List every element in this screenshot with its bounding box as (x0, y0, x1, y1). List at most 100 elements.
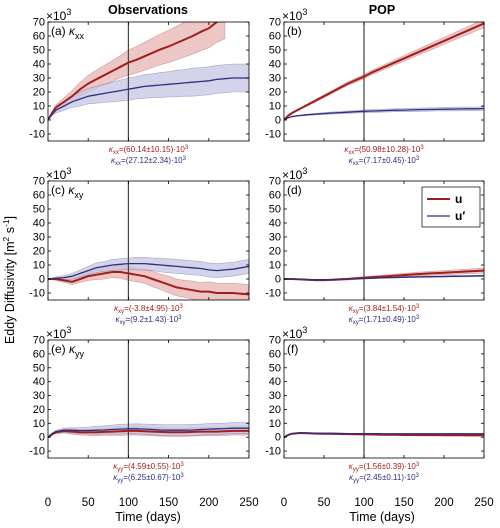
exponent-label: ×103 (46, 166, 71, 182)
annotation-red: κyy=(4.59±0.55)·103 (113, 462, 184, 473)
exponent-base: ×10 (46, 168, 67, 182)
y-tick-label: 20 (33, 246, 45, 258)
annotation-sub: xx (113, 150, 119, 156)
series-line-red (48, 271, 249, 296)
annotation-value: =(9.2±1.43)·10 (126, 315, 179, 324)
exponent-base: ×10 (46, 327, 67, 341)
panel-kappa-sub: yy (75, 349, 85, 359)
error-band-red (284, 267, 484, 282)
y-tick-label: -10 (265, 129, 281, 141)
error-band-blue (48, 256, 249, 281)
y-tick-label: 50 (269, 45, 281, 57)
y-tick-label: 10 (269, 260, 281, 272)
annotation-sub: xx (348, 150, 354, 156)
exponent-power: 3 (66, 166, 71, 176)
panel-label: (e) κyy (51, 342, 85, 359)
annotation-red: κyy=(1.56±0.39)·103 (349, 462, 420, 473)
y-tick-label: -10 (29, 129, 45, 141)
exponent-power: 3 (66, 7, 71, 17)
y-axis-label-main: Eddy Diffusivity [m (3, 241, 17, 344)
annotation-symbol: κ (111, 156, 116, 165)
y-tick-label: 50 (33, 45, 45, 57)
axes-frame (47, 21, 250, 142)
y-tick-label: 50 (33, 362, 45, 374)
y-tick-label: 60 (269, 31, 281, 43)
panel-kappa: κ (69, 342, 76, 356)
annotation-sub: xx (353, 161, 359, 167)
error-band-blue (48, 63, 249, 121)
y-tick-label: 10 (269, 418, 281, 430)
annotation-red: κxx=(60.14±10.15)·103 (109, 145, 189, 156)
x-tick-label: 150 (159, 497, 178, 509)
series-line-blue (48, 427, 249, 438)
annotation-sub: yy (353, 467, 359, 473)
annotation-symbol: κ (113, 473, 118, 482)
y-tick-label: 60 (33, 31, 45, 43)
annotation-value: =(1.56±0.39)·10 (359, 462, 417, 471)
x-tick-label: 150 (394, 497, 413, 509)
panel-label: (f) (287, 342, 298, 356)
exponent-base: ×10 (282, 327, 303, 341)
panel-kappa: κ (69, 24, 76, 38)
annotation-sup: 3 (179, 304, 183, 310)
y-tick-label: 40 (269, 218, 281, 230)
axes-frame (47, 180, 250, 301)
y-tick-label: -10 (29, 446, 45, 458)
plot-area (284, 340, 484, 458)
plot-body (48, 340, 249, 458)
y-tick-label: 70 (33, 176, 45, 188)
exponent-label: ×103 (46, 325, 71, 341)
exponent-label: ×103 (282, 325, 307, 341)
annotation-sup: 3 (183, 156, 187, 162)
y-tick-label: 30 (33, 73, 45, 85)
plot-body (48, 181, 249, 300)
annotation-sub: xy (118, 309, 124, 315)
y-tick-label: 0 (39, 115, 45, 127)
panel-kappa-sub: xy (74, 190, 84, 200)
axes-frame (283, 180, 485, 301)
annotation-sup: 3 (416, 462, 420, 468)
annotation-value: =(4.59±0.55)·10 (123, 462, 181, 471)
annotation-sub: yy (353, 478, 359, 484)
annotation-sup: 3 (420, 145, 424, 151)
y-tick-label: 20 (33, 87, 45, 99)
exponent-label: ×103 (282, 166, 307, 182)
panel-letter: (f) (287, 342, 298, 356)
series-line-red (48, 429, 249, 439)
annotation-value: =(1.71±0.49)·10 (359, 315, 417, 324)
y-tick-label: 30 (269, 390, 281, 402)
annotation-value: =(2.45±0.11)·10 (359, 473, 416, 482)
plot-body (48, 22, 249, 141)
annotation-symbol: κ (344, 145, 349, 154)
annotation-symbol: κ (109, 145, 114, 154)
exponent-label: ×103 (46, 7, 71, 23)
x-axis-label-left: Time (days) (115, 510, 181, 524)
annotation-value: =(3.84±1.54)·10 (359, 304, 417, 313)
axes-frame (47, 339, 250, 459)
y-tick-label: 50 (269, 362, 281, 374)
exponent-base: ×10 (46, 9, 67, 23)
y-tick-label: 50 (269, 204, 281, 216)
panel-label: (b) (287, 24, 302, 38)
series-line-blue (284, 432, 484, 438)
annotation-value: =(6.25±0.67)·10 (123, 473, 181, 482)
legend-label: u′ (455, 209, 465, 223)
annotation-sub: yy (117, 467, 123, 473)
x-axis-label-right: Time (days) (349, 510, 415, 524)
x-tick-label: 50 (318, 497, 331, 509)
annotation-symbol: κ (349, 156, 354, 165)
annotation-red: κxy=(3.84±1.54)·103 (349, 304, 420, 315)
panel-letter: (d) (287, 183, 302, 197)
y-tick-label: 40 (33, 59, 45, 71)
axes-frame (283, 21, 485, 142)
y-tick-label: -10 (29, 288, 45, 300)
exponent-base: ×10 (282, 168, 303, 182)
y-tick-label: 40 (33, 218, 45, 230)
plot-area (284, 22, 484, 141)
col-title-observations: Observations (108, 3, 188, 17)
